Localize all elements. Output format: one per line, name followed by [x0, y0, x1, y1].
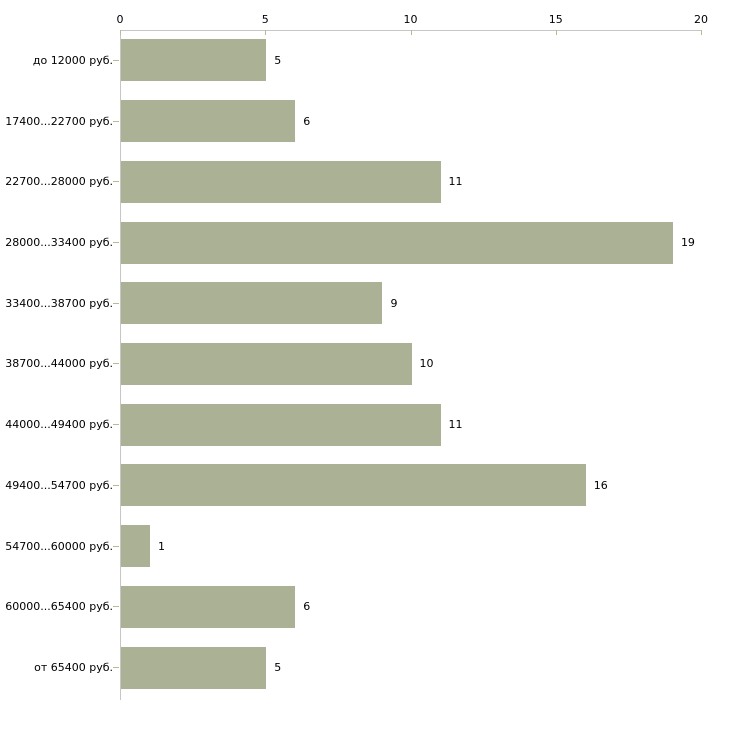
y-axis-tick-mark: [113, 181, 119, 183]
y-axis-tick-mark: [113, 424, 119, 426]
y-axis-tick-mark: [113, 120, 119, 122]
bar: [121, 585, 296, 628]
value-label: 16: [593, 478, 608, 492]
value-label: 11: [448, 418, 463, 432]
y-axis-tick-mark: [113, 484, 119, 486]
bar: [121, 282, 383, 325]
x-axis-tick-label: 15: [548, 13, 563, 26]
x-axis-tick-mark: [265, 30, 267, 35]
category-label: 22700...28000 руб.: [5, 175, 113, 189]
bar: [121, 160, 441, 203]
bar-row: 49400...54700 руб. 16: [0, 455, 730, 516]
bar-row: от 65400 руб. 5: [0, 637, 730, 698]
value-label: 5: [274, 53, 282, 67]
bar: [121, 221, 673, 264]
bar: [121, 100, 296, 143]
y-axis-tick-mark: [113, 242, 119, 244]
value-label: 11: [448, 175, 463, 189]
bar-row: 54700...60000 руб. 1: [0, 516, 730, 577]
y-axis-tick-mark: [113, 363, 119, 365]
bar: [121, 525, 151, 568]
category-label: 60000...65400 руб.: [5, 600, 113, 614]
x-axis-tick-mark: [120, 30, 121, 35]
y-axis-tick-mark: [113, 606, 119, 608]
y-axis-tick-mark: [113, 667, 119, 669]
value-label: 6: [303, 114, 311, 128]
category-label: 33400...38700 руб.: [5, 296, 113, 310]
bar-row: 44000...49400 руб. 11: [0, 394, 730, 455]
x-axis-tick-mark: [555, 30, 557, 35]
bar-row: 60000...65400 руб. 6: [0, 576, 730, 637]
bar: [121, 646, 267, 689]
value-label: 6: [303, 600, 311, 614]
bar-row: 28000...33400 руб. 19: [0, 212, 730, 273]
y-axis-tick-mark: [113, 545, 119, 547]
y-axis-line: [120, 30, 121, 700]
bar: [121, 342, 412, 385]
y-axis-tick-mark: [113, 59, 119, 61]
x-axis-tick-mark: [410, 30, 412, 35]
value-label: 10: [419, 357, 434, 371]
category-label: от 65400 руб.: [34, 661, 113, 675]
category-label: 38700...44000 руб.: [5, 357, 113, 371]
x-axis-tick-label: 0: [116, 13, 124, 26]
category-label: 44000...49400 руб.: [5, 418, 113, 432]
bar-row: 22700...28000 руб. 11: [0, 151, 730, 212]
bar: [121, 39, 267, 82]
category-label: до 12000 руб.: [32, 53, 113, 67]
category-label: 17400...22700 руб.: [5, 114, 113, 128]
y-axis-tick-mark: [113, 302, 119, 304]
bar-row: 33400...38700 руб. 9: [0, 273, 730, 334]
category-label: 54700...60000 руб.: [5, 539, 113, 553]
x-axis-tick-label: 20: [694, 13, 708, 26]
category-label: 28000...33400 руб.: [5, 236, 113, 250]
bar-row: 17400...22700 руб. 6: [0, 91, 730, 152]
bar-row: до 12000 руб. 5: [0, 30, 730, 91]
category-label: 49400...54700 руб.: [5, 478, 113, 492]
x-axis-tick-mark: [701, 30, 702, 35]
value-label: 9: [390, 296, 398, 310]
bar-row: 38700...44000 руб. 10: [0, 334, 730, 395]
x-axis-tick-label: 5: [261, 13, 269, 26]
value-label: 1: [158, 539, 166, 553]
bar: [121, 464, 586, 507]
bar: [121, 403, 441, 446]
value-label: 19: [680, 236, 695, 250]
x-axis-tick-label: 10: [403, 13, 418, 26]
value-label: 5: [274, 661, 282, 675]
